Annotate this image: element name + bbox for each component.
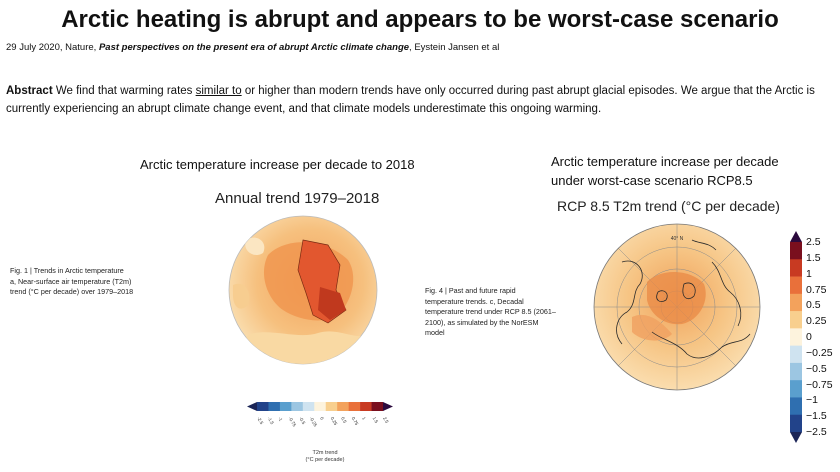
colorbar-cell [790,259,802,277]
colorbar-label: 1.5 [806,251,821,264]
colorbar-tick-label: -1.5 [267,416,275,426]
citation-authors: , Eystein Jansen et al [409,42,500,53]
colorbar-cell [790,276,802,295]
colorbar-cell [790,328,802,346]
left-colorbar-unit: T2m trend (°C per decade) [280,450,370,464]
colorbar-label: 0.25 [806,315,827,328]
colorbar-label: −1.5 [806,410,827,423]
colorbar-cell [348,402,361,411]
colorbar-tick-label: -2.5 [256,416,264,426]
colorbar-label: −0.25 [806,346,833,359]
colorbar-tick-label: 1.5 [372,416,380,424]
colorbar-cell [790,293,802,312]
left-colorbar: -2.5 -1.5 -1 -0.75 -0.5 -0.25 0 0.25 0.5 0.75 1 1.5… [247,402,393,428]
colorbar-label: −0.5 [806,362,827,375]
colorbar-cell [790,380,802,398]
right-heading-line: under worst-case scenario RCP8.5 [551,173,753,188]
colorbar-tick-label: -0.5 [298,416,306,426]
colorbar-cell [371,402,384,411]
caption-line: 2100), as simulated by the NorESM [425,317,539,327]
colorbar-cell [790,311,802,329]
abstract-underlined-phrase: similar to [195,85,242,97]
colorbar-label: 0.75 [806,283,827,296]
right-rcp85-trend-map: 40° N [593,223,761,391]
caption-line: temperature trend under RCP 8.5 (2061– [425,307,556,316]
colorbar-tick-label: 1 [361,416,367,421]
colorbar-cell [790,397,802,416]
colorbar-tick-label: -0.75 [288,416,298,428]
right-colorbar [790,231,802,443]
colorbar-cell [314,402,327,411]
colorbar-unit-line: (°C per decade) [305,457,345,463]
colorbar-unit-line: T2m trend [312,450,338,456]
colorbar-cell [257,402,269,411]
caption-line: trend (°C per decade) over 1979–2018 [10,287,134,296]
right-heading-line: Arctic temperature increase per decade [551,154,779,169]
abstract-text-end: or higher than modern trends have only o… [6,85,815,115]
colorbar-tick-label: -0.25 [309,416,319,428]
left-figure-caption: Fig. 1 | Trends in Arctic temperature a,… [10,266,170,298]
colorbar-cell [325,402,338,411]
citation-paper-title: Past perspectives on the present era of … [98,42,410,53]
right-map-latitude-label: 40° N [671,236,684,242]
colorbar-cell [337,402,349,411]
caption-line: temperature trends. c, Decadal [425,296,524,306]
colorbar-cell [291,402,304,411]
colorbar-cell [790,362,802,381]
left-panel-heading: Arctic temperature increase per decade t… [140,157,415,172]
colorbar-arrow-low [790,432,802,443]
caption-line: a, Near-surface air temperature (T2m) [10,276,132,286]
colorbar-label: −1 [806,394,818,407]
colorbar-arrow-high [790,231,802,242]
colorbar-tick-label: 2.5 [382,416,390,424]
colorbar-label: −2.5 [806,426,827,438]
right-panel-heading: Arctic temperature increase per decade u… [551,152,811,190]
colorbar-cell [790,242,802,260]
right-figure-title: RCP 8.5 T2m trend (°C per decade) [557,198,780,214]
colorbar-tick-label: 0 [319,416,325,421]
left-arctic-trend-map [228,215,378,365]
abstract-text-start: We find that warming rates [52,85,196,97]
colorbar-cell [302,402,315,411]
colorbar-label: −0.75 [806,378,833,391]
abstract-label: Abstract [6,85,53,97]
colorbar-tick-label: 0.25 [330,416,339,427]
colorbar-label: 2.5 [806,236,821,248]
colorbar-cell [268,402,281,411]
citation: 29 July 2020, Nature, Past perspectives … [6,42,499,53]
right-figure-caption: Fig. 4 | Past and future rapid temperatu… [425,286,585,339]
colorbar-cell [790,345,802,364]
colorbar-label: 1 [806,267,812,280]
caption-line: Fig. 4 | Past and future rapid [425,286,516,295]
citation-prefix: 29 July 2020, Nature, [6,42,99,53]
colorbar-cell [279,402,292,411]
abstract: Abstract We find that warming rates simi… [6,82,834,118]
caption-line: Fig. 1 | Trends in Arctic temperature [10,266,124,275]
slide-title: Arctic heating is abrupt and appears to … [61,6,779,33]
colorbar-arrow-high [383,402,393,411]
colorbar-cell [360,402,372,411]
colorbar-tick-label: 0.5 [340,416,348,424]
colorbar-cell [790,414,802,433]
colorbar-label: 0 [806,331,812,343]
left-figure-title: Annual trend 1979–2018 [215,190,380,207]
colorbar-tick-label: 0.75 [351,416,360,427]
colorbar-label: 0.5 [806,299,821,312]
colorbar-arrow-low [247,402,257,411]
caption-line: model [425,328,445,337]
colorbar-tick-label: -1 [277,416,284,422]
